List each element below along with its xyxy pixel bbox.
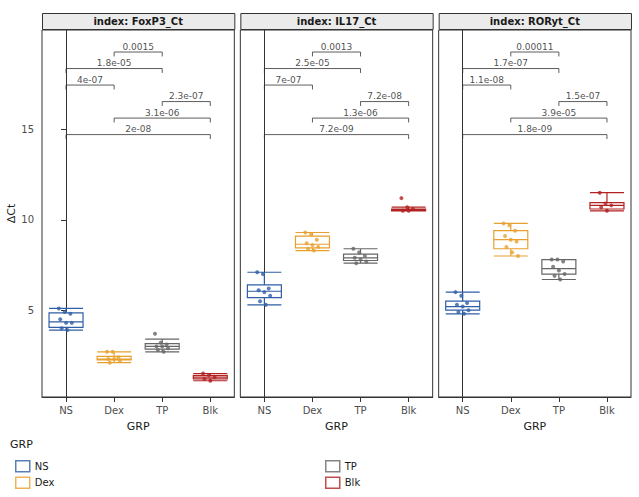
svg-text:4e-07: 4e-07: [77, 75, 103, 85]
svg-text:Blk: Blk: [203, 405, 219, 416]
svg-text:Dex: Dex: [104, 405, 124, 416]
svg-text:TP: TP: [155, 405, 168, 416]
svg-text:Dex: Dex: [501, 405, 521, 416]
svg-text:GRP: GRP: [127, 420, 150, 433]
svg-text:Dex: Dex: [303, 405, 323, 416]
svg-text:7e-07: 7e-07: [275, 75, 301, 85]
svg-text:1.8e-05: 1.8e-05: [97, 58, 132, 68]
svg-text:TP: TP: [552, 405, 565, 416]
svg-text:10: 10: [21, 214, 34, 225]
svg-text:Blk: Blk: [401, 405, 417, 416]
svg-text:0.0013: 0.0013: [321, 42, 353, 52]
svg-text:index: RORyt_Ct: index: RORyt_Ct: [490, 16, 581, 28]
svg-text:TP: TP: [353, 405, 366, 416]
svg-text:TP: TP: [344, 461, 357, 472]
svg-text:index: FoxP3_Ct: index: FoxP3_Ct: [93, 16, 183, 28]
svg-text:NS: NS: [59, 405, 73, 416]
svg-text:Dex: Dex: [35, 477, 55, 488]
svg-text:GRP: GRP: [325, 420, 348, 433]
svg-text:1.8e-09: 1.8e-09: [518, 124, 553, 134]
svg-text:0.00011: 0.00011: [516, 42, 553, 52]
svg-text:Blk: Blk: [599, 405, 615, 416]
svg-text:2.5e-05: 2.5e-05: [295, 58, 330, 68]
svg-text:NS: NS: [456, 405, 470, 416]
svg-text:3.9e-05: 3.9e-05: [542, 108, 577, 118]
svg-text:NS: NS: [35, 461, 49, 472]
svg-text:index: IL17_Ct: index: IL17_Ct: [297, 16, 377, 28]
svg-text:2.3e-07: 2.3e-07: [169, 91, 204, 101]
svg-text:5: 5: [28, 305, 34, 316]
svg-text:1.3e-06: 1.3e-06: [343, 108, 378, 118]
svg-text:7.2e-09: 7.2e-09: [319, 124, 354, 134]
svg-text:2e-08: 2e-08: [125, 124, 151, 134]
svg-text:1.5e-07: 1.5e-07: [566, 91, 601, 101]
svg-text:GRP: GRP: [10, 438, 33, 451]
svg-text:1.1e-08: 1.1e-08: [469, 75, 504, 85]
svg-text:0.0015: 0.0015: [122, 42, 154, 52]
svg-text:15: 15: [21, 124, 34, 135]
svg-text:ΔCt: ΔCt: [5, 203, 18, 223]
svg-text:7.2e-08: 7.2e-08: [367, 91, 402, 101]
svg-text:Blk: Blk: [345, 477, 361, 488]
svg-text:3.1e-06: 3.1e-06: [145, 108, 180, 118]
svg-text:GRP: GRP: [523, 420, 546, 433]
svg-text:NS: NS: [257, 405, 271, 416]
svg-text:1.7e-07: 1.7e-07: [494, 58, 529, 68]
